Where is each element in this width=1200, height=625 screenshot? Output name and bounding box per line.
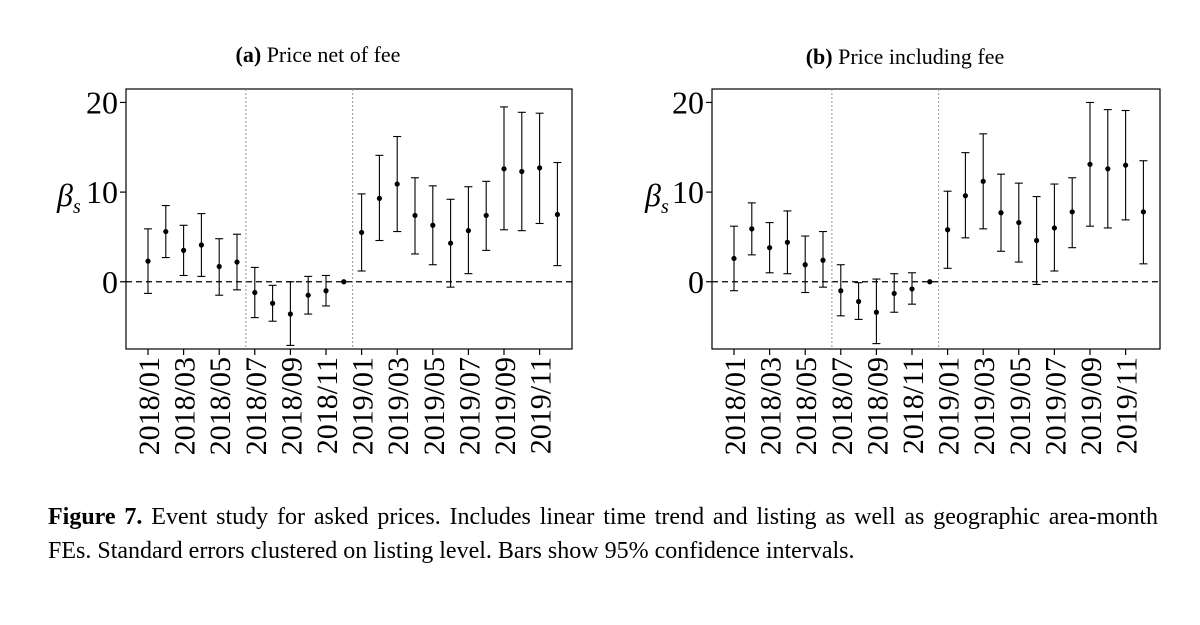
y-tick-label: 20 [672, 84, 704, 120]
point-estimate [820, 257, 826, 263]
x-tick-label: 2018/09 [275, 357, 308, 455]
point-estimate [945, 227, 951, 233]
y-tick-label: 0 [688, 264, 704, 300]
point-estimate [1123, 162, 1129, 168]
point-estimate [909, 286, 915, 292]
point-estimate [519, 168, 525, 175]
x-tick-label: 2019/07 [1039, 357, 1072, 455]
point-estimate [767, 245, 773, 251]
figure-label: Figure 7. [48, 504, 143, 530]
x-tick-label: 2018/03 [169, 357, 202, 455]
x-tick-label: 2019/01 [933, 357, 966, 455]
point-estimate [873, 309, 880, 315]
y-tick-label: 20 [86, 84, 118, 120]
x-tick-label: 2018/09 [861, 357, 894, 455]
x-tick-label: 2018/07 [240, 357, 273, 455]
point-estimate [198, 242, 204, 248]
point-estimate [1069, 209, 1075, 215]
figure-caption: Figure 7. Event study for asked prices. … [48, 500, 1158, 568]
point-estimate [430, 222, 436, 228]
point-estimate [1105, 166, 1111, 172]
y-axis-symbol: β [644, 177, 661, 213]
point-estimate [554, 211, 561, 218]
point-estimate [1087, 161, 1093, 167]
point-estimate [465, 228, 471, 234]
point-estimate [305, 292, 311, 298]
point-estimate [501, 166, 507, 172]
point-estimate [980, 178, 986, 184]
point-estimate [891, 290, 897, 297]
x-tick-label: 2019/11 [1111, 357, 1144, 454]
point-estimate [802, 262, 808, 268]
point-estimate [784, 239, 791, 245]
x-tick-label: 2019/09 [489, 357, 522, 455]
point-estimate [1016, 219, 1022, 226]
point-estimate [359, 229, 365, 236]
x-tick-label: 2018/01 [719, 357, 752, 455]
x-tick-label: 2019/03 [968, 357, 1001, 455]
point-estimate [483, 212, 489, 219]
plot-frame [711, 88, 1161, 350]
y-axis-label: βs [644, 177, 669, 218]
point-estimate [749, 226, 755, 232]
point-estimate [448, 240, 454, 246]
panel-label: (b) [806, 44, 833, 69]
point-estimate [181, 247, 187, 253]
y-axis-subscript: s [73, 196, 81, 218]
chart-title: (b) Price including fee [806, 44, 1005, 69]
y-axis-label: βs [56, 177, 81, 218]
panel-title-text: Price including fee [833, 44, 1005, 69]
point-estimate [145, 258, 151, 264]
x-tick-label: 2018/03 [755, 357, 788, 455]
plot-frame [125, 88, 573, 350]
point-estimate [252, 289, 258, 296]
chart-title: (a) Price net of fee [236, 42, 401, 67]
point-estimate [287, 311, 293, 317]
point-estimate [838, 288, 844, 294]
x-tick-label: 2018/11 [311, 357, 344, 454]
point-estimate [998, 210, 1004, 216]
point-estimate [341, 279, 347, 285]
point-estimate [323, 288, 329, 294]
x-tick-label: 2019/01 [347, 357, 380, 455]
point-estimate [376, 195, 382, 201]
point-estimate [394, 181, 400, 187]
panel-label: (a) [236, 42, 262, 67]
point-estimate [1034, 237, 1040, 244]
x-tick-label: 2019/05 [418, 357, 451, 455]
x-tick-label: 2018/05 [204, 357, 237, 455]
point-estimate [412, 212, 418, 219]
y-tick-label: 10 [86, 174, 118, 210]
point-estimate [163, 228, 169, 235]
y-tick-label: 10 [672, 174, 704, 210]
x-tick-label: 2019/05 [1004, 357, 1037, 455]
x-tick-label: 2019/07 [453, 357, 486, 455]
y-tick-label: 0 [102, 264, 118, 300]
point-estimate [731, 255, 737, 262]
point-estimate [216, 263, 222, 270]
point-estimate [856, 298, 862, 305]
point-estimate [927, 279, 933, 285]
x-tick-label: 2019/11 [525, 357, 558, 454]
x-tick-label: 2018/07 [826, 357, 859, 455]
x-tick-label: 2018/11 [897, 357, 930, 454]
x-tick-label: 2018/01 [133, 357, 166, 455]
y-axis-symbol: β [56, 177, 73, 213]
figure-caption-text: Event study for asked prices. Includes l… [48, 504, 1159, 564]
point-estimate [270, 300, 276, 306]
point-estimate [234, 259, 240, 265]
panel-title-text: Price net of fee [261, 42, 400, 67]
y-axis-subscript: s [661, 196, 669, 218]
point-estimate [962, 193, 969, 199]
point-estimate [537, 165, 543, 171]
x-tick-label: 2019/03 [382, 357, 415, 455]
x-tick-label: 2019/09 [1075, 357, 1108, 455]
point-estimate [1051, 225, 1057, 231]
x-tick-label: 2018/05 [790, 357, 823, 455]
point-estimate [1140, 209, 1146, 215]
